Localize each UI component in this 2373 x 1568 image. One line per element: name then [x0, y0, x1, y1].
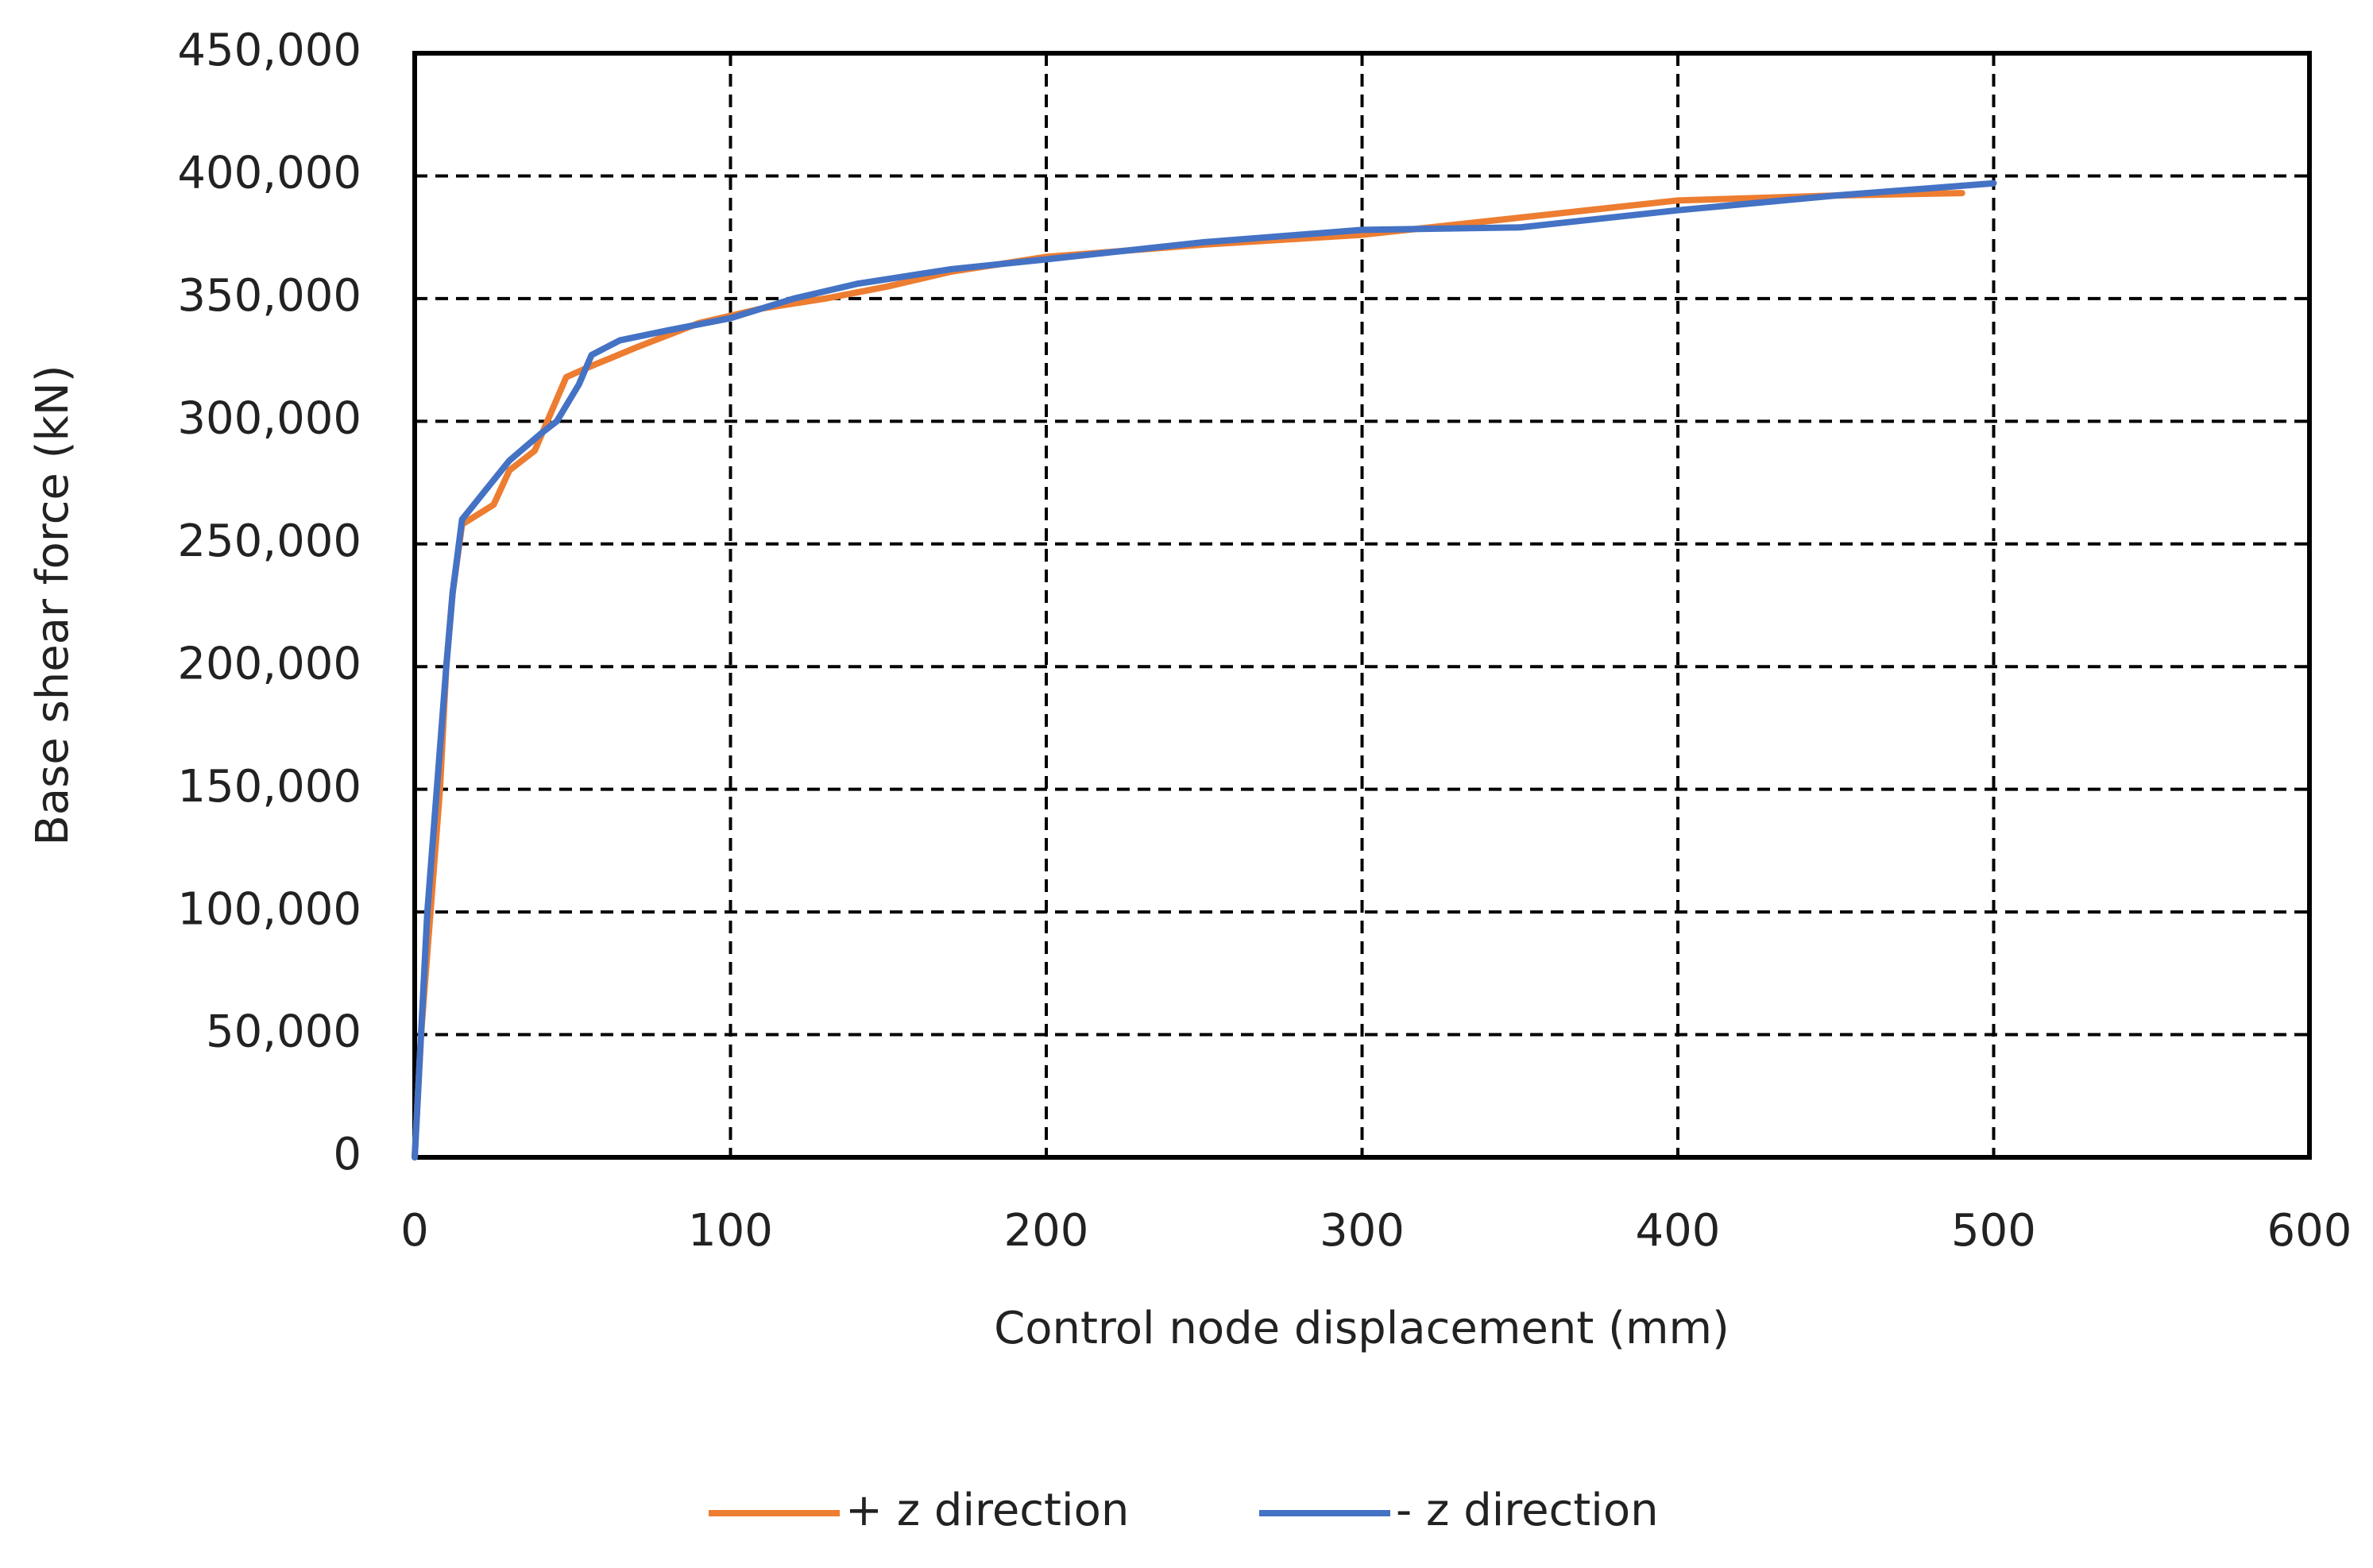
y-tick-label: 100,000 [177, 883, 361, 935]
x-tick-label: 500 [1951, 1205, 2036, 1257]
y-tick-label: 400,000 [177, 148, 361, 199]
data-line [412, 180, 1997, 1161]
legend-label: - z direction [1396, 1485, 1659, 1536]
x-tick-label: 300 [1320, 1205, 1405, 1257]
y-tick-label: 350,000 [177, 270, 361, 322]
y-axis-title: Base shear force (kN) [27, 365, 79, 845]
x-tick-label: 0 [400, 1205, 429, 1257]
x-tick-label: 100 [688, 1205, 773, 1257]
x-tick-label: 600 [2267, 1205, 2352, 1257]
y-tick-label: 250,000 [177, 516, 361, 567]
legend-label: + z direction [845, 1485, 1129, 1536]
x-tick-label: 400 [1636, 1205, 1721, 1257]
plot-frame [412, 51, 2312, 1160]
y-tick-label: 0 [333, 1129, 361, 1180]
y-tick-label: 200,000 [177, 638, 361, 689]
y-tick-label: 150,000 [177, 761, 361, 813]
x-tick-label: 200 [1004, 1205, 1089, 1257]
y-tick-label: 450,000 [177, 25, 361, 76]
y-tick-label: 50,000 [206, 1006, 361, 1058]
x-axis-title: Control node displacement (mm) [994, 1303, 1730, 1354]
y-tick-label: 300,000 [177, 392, 361, 444]
